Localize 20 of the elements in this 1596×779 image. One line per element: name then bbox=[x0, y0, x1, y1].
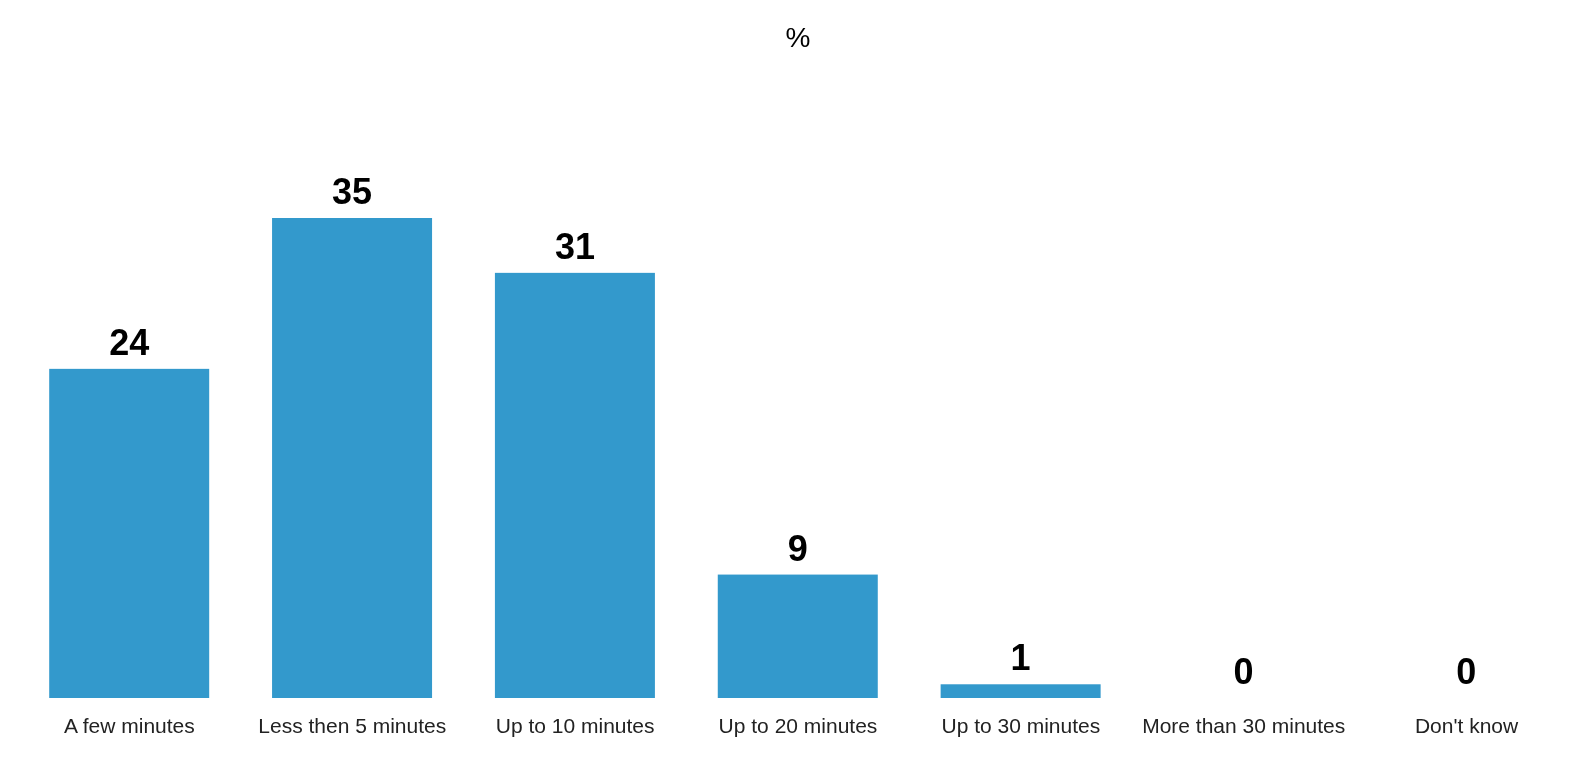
data-label: 0 bbox=[1233, 651, 1254, 692]
x-tick-label: Up to 10 minutes bbox=[495, 713, 655, 737]
data-label: 0 bbox=[1456, 651, 1477, 692]
x-tick-label: Less then 5 minutes bbox=[258, 713, 447, 737]
x-tick-label: Up to 30 minutes bbox=[941, 713, 1101, 737]
chart-title: % bbox=[784, 21, 812, 55]
bar bbox=[717, 574, 878, 698]
data-label: 31 bbox=[554, 225, 595, 267]
data-label: 35 bbox=[332, 171, 373, 212]
x-tick-label: A few minutes bbox=[64, 713, 195, 737]
data-label: 1 bbox=[1010, 637, 1031, 679]
x-tick-label: Don't know bbox=[1414, 713, 1520, 737]
data-label: 9 bbox=[787, 527, 808, 569]
x-tick-label: More than 30 minutes bbox=[1142, 713, 1346, 737]
bar bbox=[940, 684, 1101, 698]
bar bbox=[272, 218, 433, 698]
bar bbox=[494, 272, 655, 698]
x-tick-label: Up to 20 minutes bbox=[718, 713, 878, 737]
bar bbox=[49, 368, 210, 698]
data-label: 24 bbox=[109, 321, 150, 363]
